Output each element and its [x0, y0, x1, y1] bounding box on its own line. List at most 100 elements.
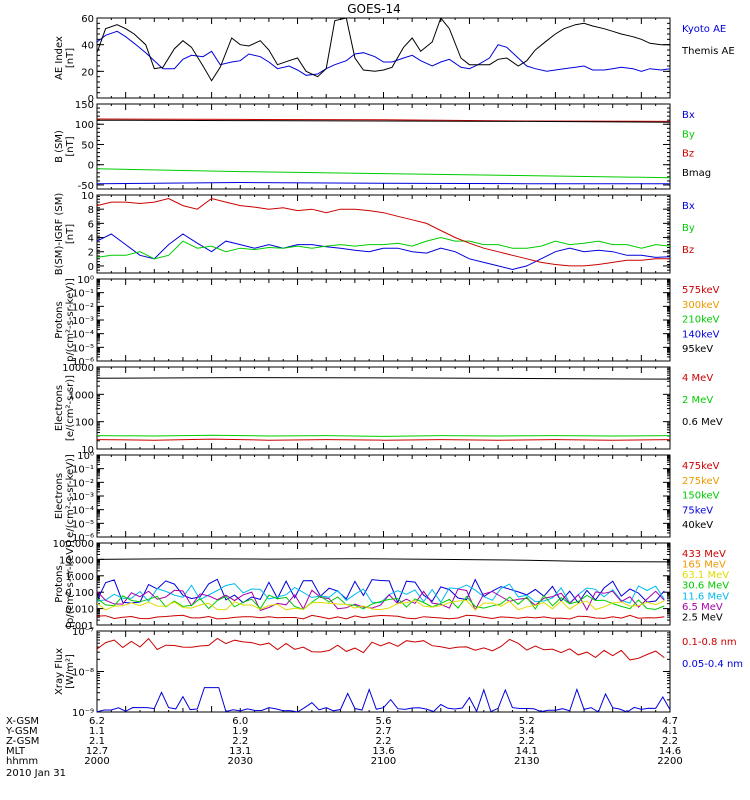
series-line-bx [97, 181, 670, 185]
ephemeris-row-label: MLT [6, 746, 26, 757]
y-tick-label: 50 [81, 140, 94, 151]
y-tick-label: 10⁻¹ [72, 465, 94, 476]
legend-entry: 2.5 MeV [682, 612, 723, 623]
y-tick-label: 10⁻⁵ [72, 343, 94, 354]
y-axis-label: Protons[p/(cm²-s-sr-keV)] [54, 540, 76, 628]
y-tick-label: 10⁻² [72, 302, 94, 313]
ephemeris-table: X-GSM 6.2 6.0 5.6 5.2 4.7 Y-GSM 1.1 1.9 2.7 3.4 4.1… [5, 716, 683, 779]
ephemeris-row-label: X-GSM [6, 716, 39, 727]
series-line-165-mev [97, 599, 665, 611]
legend-entry: Bz [682, 245, 694, 256]
ephemeris-value: 4.1 [662, 726, 678, 737]
y-tick-label: 10⁻¹ [72, 289, 94, 300]
y-tick-label: 0.010 [65, 605, 94, 616]
y-tick-label: 40 [81, 41, 94, 52]
legend-entry: By [682, 129, 695, 140]
y-tick-label: 100.000 [53, 539, 94, 550]
ephemeris-value: 13.1 [229, 746, 251, 757]
panel-frame [96, 454, 671, 538]
ephemeris-value: 2.1 [89, 736, 105, 747]
ephemeris-value: 14.1 [516, 746, 538, 757]
y-tick-label: 0.001 [65, 621, 94, 632]
panel-1: 0 20 40 60 AE Index[nT] Kyoto AE Themis AE [54, 14, 735, 105]
series-line-0-1-0-8-nm [97, 637, 665, 661]
legend-entry: 300keV [682, 300, 720, 311]
y-tick-label: 10⁻⁷ [72, 627, 94, 638]
panel-frame [96, 17, 671, 99]
panel-4: 10⁻⁶ 10⁻⁵ 10⁻⁴ 10⁻³ 10⁻² 10⁻¹ 10⁰Protonsp/(cm²… [54, 275, 720, 368]
y-tick-label: 10⁻⁹ [72, 708, 94, 719]
panel-2: -50 0 50 100 150 B (SM)[nT] Bx By Bz Bmag [54, 100, 711, 192]
y-tick-label: 10 [81, 445, 94, 456]
series-line-6-5-mev [97, 578, 665, 604]
series-line-2-mev [97, 434, 670, 437]
legend-entry: 475keV [682, 461, 720, 472]
y-axis-label: Protonsp/(cm²-s-sr-keV)] [54, 278, 76, 362]
y-tick-label: 8 [88, 205, 94, 216]
series-line-bz [97, 118, 670, 122]
ephemeris-value: 1.9 [232, 726, 248, 737]
y-tick-label: 10 [81, 191, 94, 202]
panel-3: 0 2 4 6 8 10 B(SM)-IGRF (SM)[nT] Bx By Bz [54, 191, 695, 275]
legend-entry: Bmag [682, 168, 711, 179]
legend-entry: Themis AE [681, 46, 735, 57]
ephemeris-row-label: Z-GSM [6, 736, 39, 747]
y-axis-label: B(SM)-IGRF (SM)[nT] [54, 193, 76, 276]
ephemeris-value: 2030 [228, 756, 253, 767]
ephemeris-value: 3.4 [519, 726, 535, 737]
series-line-by [97, 236, 670, 260]
ephemeris-value: 5.6 [376, 716, 392, 727]
y-tick-label: 10⁻⁶ [72, 533, 94, 544]
ephemeris-value: 2.2 [376, 736, 392, 747]
y-tick-label: 60 [81, 14, 94, 25]
legend-entry: 0.05-0.4 nm [682, 659, 743, 670]
legend-entry: 275keV [682, 476, 720, 487]
y-axis-label: Electrons[e/(cm²-s-sr)] [54, 375, 76, 441]
ephemeris-value: 2.2 [662, 736, 678, 747]
ephemeris-row-label: Y-GSM [5, 726, 38, 737]
y-tick-label: 10⁻⁴ [72, 330, 94, 341]
y-tick-label: 10.000 [59, 555, 94, 566]
figure-title: GOES-14 [347, 2, 401, 16]
y-tick-label: 10⁻³ [72, 316, 94, 327]
series-line-bmag [97, 119, 670, 123]
ephemeris-value: 2200 [657, 756, 682, 767]
series-line-kyoto-ae [97, 30, 670, 76]
legend-entry: 150keV [682, 491, 720, 502]
y-tick-label: 10⁰ [77, 451, 94, 462]
ephemeris-value: 6.0 [232, 716, 248, 727]
series-line-4-mev [97, 438, 670, 441]
ephemeris-value: 2130 [514, 756, 539, 767]
series-line-0-05-0-4-nm [97, 687, 670, 712]
legend-entry: 0.1-0.8 nm [682, 637, 737, 648]
legend-entry: 75keV [682, 505, 713, 516]
ephemeris-value: 2.2 [519, 736, 535, 747]
y-tick-label: 20 [81, 67, 94, 78]
y-tick-label: 10⁰ [77, 275, 94, 286]
ephemeris-date: 2010 Jan 31 [6, 768, 66, 779]
legend-entry: 95keV [682, 344, 713, 355]
series-line-11-6-mev [97, 583, 665, 604]
series-line-bx [97, 233, 670, 271]
legend-entry: 6.5 MeV [682, 602, 723, 613]
y-axis-label: Xray Flux[W/m²] [54, 648, 76, 695]
y-tick-label: 10⁻³ [72, 492, 94, 503]
ephemeris-value: 13.6 [372, 746, 394, 757]
ephemeris-value: 14.6 [659, 746, 681, 757]
y-tick-label: 0 [88, 94, 94, 105]
panel-frame [96, 542, 671, 626]
series-line-themis-ae [97, 18, 670, 82]
y-tick-label: 10⁻⁵ [72, 519, 94, 530]
panel-8: 10⁻⁹ 10⁻⁸ 10⁻⁷ Xray Flux[W/m²] 0.1-0.8 nm 0.0… [54, 627, 743, 719]
ephemeris-row-label: hhmm [6, 756, 38, 767]
panel-7: 0.001 0.010 0.100 1.000 10.000 100.000Protons… [53, 539, 730, 632]
y-tick-label: 0.100 [65, 588, 94, 599]
legend-entry: 11.6 MeV [682, 591, 729, 602]
y-tick-label: 4 [88, 234, 94, 245]
y-axis-label: AE Index[nT] [54, 36, 76, 80]
y-tick-label: 1.000 [65, 572, 94, 583]
legend-entry: 0.6 MeV [682, 417, 723, 428]
legend-entry: 63.1 MeV [682, 570, 729, 581]
